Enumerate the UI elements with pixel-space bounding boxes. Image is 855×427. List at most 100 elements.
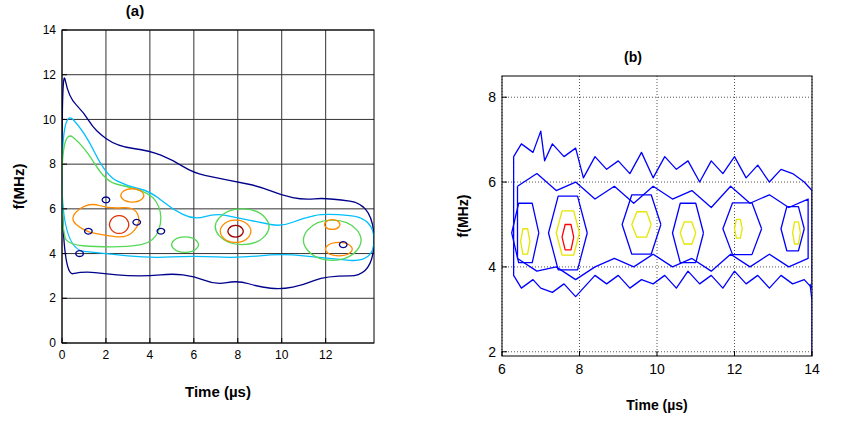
tick-mark: [62, 119, 67, 120]
contour-line: [325, 220, 340, 230]
tick-label: 8: [49, 157, 56, 171]
tick-mark: [502, 351, 507, 352]
contour-line: [85, 228, 93, 234]
tick-mark: [105, 338, 106, 343]
tick-mark: [502, 97, 507, 98]
contour-line: [62, 118, 374, 261]
grid-line: [657, 76, 658, 356]
grid-line: [502, 97, 812, 98]
tick-label: 12: [727, 361, 743, 377]
contour-line: [549, 196, 588, 270]
contour-line: [673, 203, 704, 262]
panel-title: (a): [126, 2, 144, 19]
tick-mark: [62, 253, 67, 254]
tick-mark: [734, 351, 735, 356]
grid-line: [62, 164, 374, 165]
contour-line: [512, 203, 539, 262]
grid-line: [325, 30, 326, 343]
contours: [62, 78, 374, 289]
tick-label: 4: [49, 247, 56, 261]
contour-line: [514, 131, 812, 296]
tick-label: 14: [43, 23, 57, 37]
tick-label: 0: [49, 336, 56, 350]
tick-mark: [502, 182, 507, 183]
grid: [62, 30, 374, 343]
grid-line: [149, 30, 150, 343]
tick-mark: [812, 351, 813, 356]
grid-line: [502, 266, 812, 267]
plot-frame: [502, 76, 812, 356]
contour-line: [73, 204, 139, 236]
contour-line: [215, 209, 269, 245]
axis-title: f(MHz): [455, 195, 471, 238]
contour-line: [102, 197, 110, 203]
contour-line: [339, 242, 347, 248]
contour-line: [62, 78, 374, 289]
tick-label: 2: [488, 344, 496, 360]
contour-line: [157, 228, 165, 234]
tick-mark: [62, 30, 67, 31]
contour-line: [680, 222, 696, 244]
contour-line: [133, 219, 141, 225]
tick-mark: [325, 338, 326, 343]
tick-label: 8: [576, 361, 584, 377]
grid-line: [62, 208, 374, 209]
grid-line: [734, 76, 735, 356]
tick-label: 10: [43, 113, 57, 127]
contour-line: [793, 222, 801, 244]
tick-mark: [62, 338, 63, 343]
tick-label: 2: [103, 348, 110, 362]
plot-frame: [62, 30, 374, 343]
tick-mark: [657, 351, 658, 356]
tick-mark: [62, 74, 67, 75]
grid-line: [62, 74, 374, 75]
panel: 02468101202468101214(a)Time (µs)f(MHz): [10, 2, 374, 400]
contour-line: [121, 189, 144, 202]
contour-line: [172, 237, 199, 253]
tick-mark: [193, 338, 194, 343]
contour-line: [632, 212, 651, 237]
contour-line: [521, 229, 530, 254]
tick-label: 10: [649, 361, 665, 377]
tick-mark: [62, 343, 67, 344]
contour-line: [325, 242, 352, 255]
axis-title: Time (µs): [185, 383, 251, 400]
grid: [502, 76, 812, 356]
contours: [512, 131, 812, 356]
tick-label: 14: [804, 361, 820, 377]
contour-line: [110, 216, 129, 234]
tick-label: 12: [319, 348, 333, 362]
tick-mark: [237, 338, 238, 343]
grid-line: [579, 76, 580, 356]
grid-line: [502, 182, 812, 183]
grid-line: [193, 30, 194, 343]
tick-label: 4: [147, 348, 154, 362]
contour-line: [622, 195, 661, 254]
contour-line: [781, 207, 804, 251]
tick-mark: [281, 338, 282, 343]
contour-line: [562, 224, 574, 249]
contour-line: [518, 174, 809, 280]
tick-label: 0: [59, 348, 66, 362]
grid-line: [237, 30, 238, 343]
tick-label: 2: [49, 291, 56, 305]
figure: 02468101202468101214(a)Time (µs)f(MHz)68…: [0, 0, 855, 427]
tick-label: 8: [234, 348, 241, 362]
axis-title: Time (µs): [626, 397, 688, 413]
tick-mark: [62, 164, 67, 165]
tick-label: 4: [488, 259, 496, 275]
tick-mark: [579, 351, 580, 356]
tick-mark: [502, 266, 507, 267]
contour-line: [220, 220, 251, 242]
tick-label: 12: [43, 68, 57, 82]
contour-line: [62, 136, 161, 247]
contour-line: [735, 219, 743, 238]
grid-line: [281, 30, 282, 343]
grid-line: [62, 119, 374, 120]
tick-label: 6: [498, 361, 506, 377]
contour-line: [76, 251, 84, 257]
grid-line: [105, 30, 106, 343]
contour-line: [723, 203, 762, 255]
tick-label: 6: [488, 174, 496, 190]
tick-mark: [62, 298, 67, 299]
